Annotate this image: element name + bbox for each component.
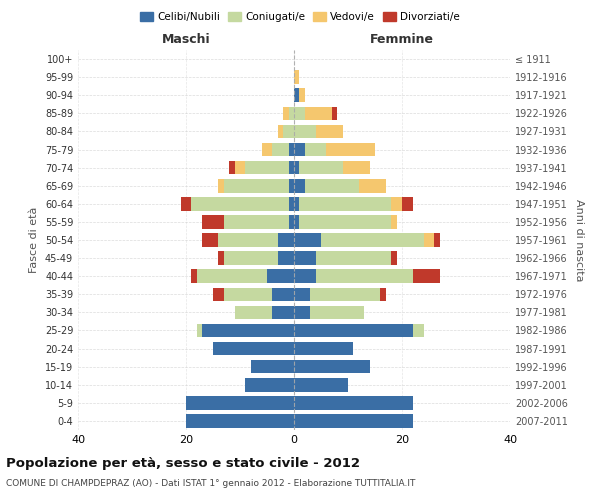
Bar [424,233,434,247]
Bar [202,233,218,247]
Bar [294,233,321,247]
Bar [272,306,294,319]
Bar [289,197,294,210]
Bar [294,396,413,409]
Bar [251,360,294,374]
Bar [294,106,305,120]
Bar [294,161,299,174]
Bar [186,414,294,428]
Bar [235,306,272,319]
Bar [413,324,424,338]
Bar [294,360,370,374]
Bar [278,233,294,247]
Bar [434,233,440,247]
Bar [289,142,294,156]
Bar [316,124,343,138]
Bar [224,288,272,301]
Bar [191,197,289,210]
Bar [413,270,440,283]
Bar [224,252,278,265]
Bar [272,142,289,156]
Bar [299,197,391,210]
Bar [343,161,370,174]
Bar [272,288,294,301]
Bar [224,215,289,228]
Bar [391,197,402,210]
Bar [316,252,391,265]
Bar [213,342,294,355]
Bar [278,252,294,265]
Bar [294,124,316,138]
Bar [283,124,294,138]
Y-axis label: Anni di nascita: Anni di nascita [574,198,584,281]
Bar [294,142,305,156]
Bar [299,88,305,102]
Bar [289,106,294,120]
Bar [278,124,283,138]
Bar [197,324,202,338]
Bar [283,106,289,120]
Bar [218,233,278,247]
Bar [305,106,332,120]
Bar [299,215,391,228]
Bar [218,179,224,192]
Bar [294,215,299,228]
Bar [191,270,197,283]
Bar [181,197,191,210]
Text: COMUNE DI CHAMPDEPRAZ (AO) - Dati ISTAT 1° gennaio 2012 - Elaborazione TUTTITALI: COMUNE DI CHAMPDEPRAZ (AO) - Dati ISTAT … [6,479,415,488]
Bar [224,179,289,192]
Bar [299,161,343,174]
Bar [294,414,413,428]
Bar [294,342,353,355]
Legend: Celibi/Nubili, Coniugati/e, Vedovi/e, Divorziati/e: Celibi/Nubili, Coniugati/e, Vedovi/e, Di… [136,8,464,26]
Bar [245,161,289,174]
Bar [202,324,294,338]
Bar [310,306,364,319]
Bar [294,252,316,265]
Bar [305,179,359,192]
Bar [310,288,380,301]
Bar [294,306,310,319]
Bar [294,324,413,338]
Bar [321,233,424,247]
Text: Femmine: Femmine [370,34,434,46]
Bar [294,378,348,392]
Bar [245,378,294,392]
Bar [402,197,413,210]
Bar [294,88,299,102]
Bar [294,197,299,210]
Bar [202,215,224,228]
Bar [186,396,294,409]
Bar [391,215,397,228]
Bar [326,142,375,156]
Bar [294,288,310,301]
Bar [359,179,386,192]
Bar [294,179,305,192]
Bar [213,288,224,301]
Bar [294,70,299,84]
Bar [218,252,224,265]
Bar [391,252,397,265]
Bar [235,161,245,174]
Bar [262,142,272,156]
Bar [229,161,235,174]
Bar [289,215,294,228]
Bar [316,270,413,283]
Bar [305,142,326,156]
Y-axis label: Fasce di età: Fasce di età [29,207,39,273]
Bar [267,270,294,283]
Text: Maschi: Maschi [161,34,211,46]
Bar [197,270,267,283]
Bar [380,288,386,301]
Bar [289,179,294,192]
Text: Popolazione per età, sesso e stato civile - 2012: Popolazione per età, sesso e stato civil… [6,458,360,470]
Bar [289,161,294,174]
Bar [294,270,316,283]
Bar [332,106,337,120]
